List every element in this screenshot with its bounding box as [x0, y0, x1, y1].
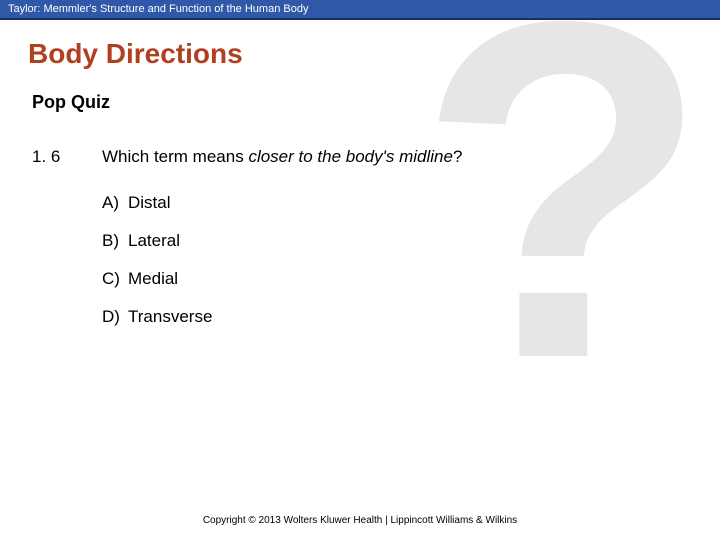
- option-text: Transverse: [128, 307, 212, 326]
- slide-title: Body Directions: [28, 38, 692, 70]
- copyright-footer: Copyright © 2013 Wolters Kluwer Health |…: [0, 515, 720, 526]
- question-number: 1. 6: [32, 147, 102, 167]
- options-list: A)Distal B)Lateral C)Medial D)Transverse: [102, 193, 692, 327]
- question-prefix: Which term means: [102, 147, 248, 166]
- option-b[interactable]: B)Lateral: [102, 231, 692, 251]
- slide-subtitle: Pop Quiz: [32, 92, 692, 113]
- slide-content: ? Body Directions Pop Quiz 1. 6 Which te…: [0, 20, 720, 510]
- option-letter: C): [102, 269, 128, 289]
- option-letter: A): [102, 193, 128, 213]
- header-bar: Taylor: Memmler's Structure and Function…: [0, 0, 720, 20]
- option-c[interactable]: C)Medial: [102, 269, 692, 289]
- question-italic: closer to the body's midline: [248, 147, 453, 166]
- question-text: Which term means closer to the body's mi…: [102, 147, 462, 167]
- option-d[interactable]: D)Transverse: [102, 307, 692, 327]
- header-text: Taylor: Memmler's Structure and Function…: [8, 3, 308, 15]
- option-text: Medial: [128, 269, 178, 288]
- option-text: Lateral: [128, 231, 180, 250]
- question-row: 1. 6 Which term means closer to the body…: [32, 147, 692, 167]
- option-letter: B): [102, 231, 128, 251]
- option-letter: D): [102, 307, 128, 327]
- option-text: Distal: [128, 193, 171, 212]
- option-a[interactable]: A)Distal: [102, 193, 692, 213]
- question-suffix: ?: [453, 147, 462, 166]
